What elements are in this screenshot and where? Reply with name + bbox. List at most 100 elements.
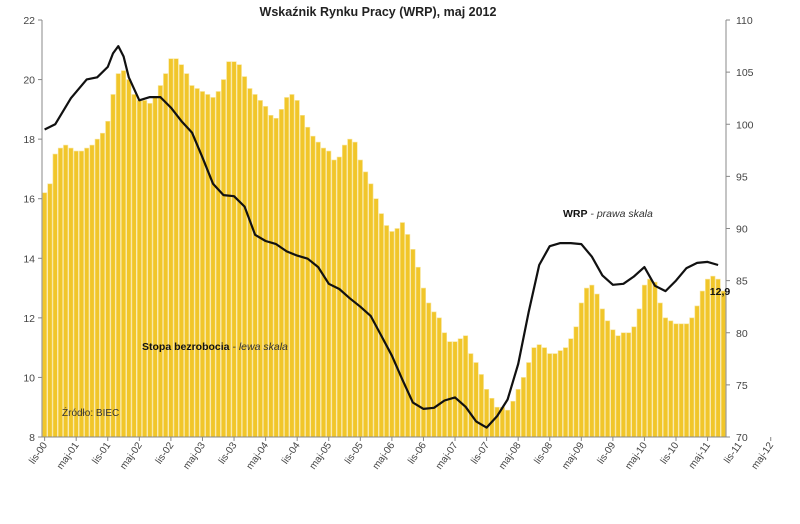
x-tick-label: lis-05: [343, 440, 366, 466]
right-tick-label: 95: [736, 171, 748, 183]
unemployment-bar: [242, 76, 248, 438]
left-tick-label: 14: [23, 253, 35, 265]
x-tick-label: maj-07: [434, 440, 461, 472]
x-tick-label: lis-06: [406, 440, 429, 466]
wrp-annotation-bold: WRP: [563, 208, 588, 220]
unemployment-bar: [673, 323, 679, 438]
unemployment-bar: [389, 231, 395, 438]
unemployment-bar: [126, 79, 132, 438]
unemployment-bar: [131, 94, 137, 438]
last-value-label: 12,9: [710, 286, 731, 298]
unemployment-bar: [520, 377, 526, 438]
unemployment-bar: [563, 347, 569, 438]
unemployment-bar: [110, 94, 116, 438]
unemployment-bar: [457, 338, 463, 438]
unemployment-bar: [263, 106, 269, 438]
wrp-line: [44, 45, 719, 429]
unemployment-bar: [557, 350, 563, 438]
unemployment-bar: [694, 305, 700, 438]
x-tick-label: lis-02: [154, 440, 177, 466]
unemployment-bar: [320, 147, 327, 438]
x-tick-label: maj-03: [181, 440, 208, 472]
x-tick-label: lis-07: [469, 440, 492, 466]
unemployment-bar: [636, 308, 642, 438]
right-tick-label: 85: [736, 276, 748, 288]
left-axis-ticks: 8 10 12 14 16 18 20 22: [23, 15, 42, 444]
unemployment-bar: [68, 147, 74, 438]
unemployment-bar: [163, 73, 169, 438]
unemployment-bar: [105, 120, 111, 438]
unemployment-bar: [515, 389, 521, 438]
unemployment-bar: [415, 266, 421, 438]
right-axis-ticks: 70 75 80 85 90 95 100 105 110: [726, 15, 754, 444]
unemployment-bar: [510, 400, 516, 438]
unemployment-bar: [157, 85, 163, 438]
unemployment-bar: [615, 335, 621, 438]
unemployment-bar: [584, 287, 590, 438]
x-tick-label: lis-10: [659, 440, 682, 466]
unemployment-bar: [63, 144, 69, 438]
unemployment-bar: [226, 61, 232, 438]
unemployment-bar: [631, 326, 637, 438]
left-tick-label: 12: [23, 313, 35, 325]
unemployment-bar: [121, 70, 127, 438]
x-tick-label: maj-09: [560, 440, 587, 472]
unemployment-bar: [326, 150, 332, 438]
unemployment-bar: [215, 91, 221, 438]
unemployment-bar: [689, 317, 695, 438]
x-tick-label: lis-04: [280, 440, 303, 466]
unemployment-bar: [662, 317, 669, 438]
unemployment-bar: [347, 138, 353, 438]
right-tick-label: 90: [736, 224, 748, 236]
unemployment-bar: [52, 153, 58, 438]
unemployment-bar: [678, 323, 684, 438]
unemployment-bar: [568, 338, 574, 438]
left-tick-label: 16: [23, 194, 35, 206]
left-tick-label: 10: [23, 372, 35, 384]
unemployment-bar: [247, 88, 253, 438]
unemployment-bar: [231, 61, 237, 438]
unemployment-bar: [363, 171, 369, 438]
unemployment-bar: [273, 117, 279, 438]
unemployment-bar: [410, 249, 416, 438]
unemployment-bar: [368, 183, 374, 438]
unemployment-bar: [236, 64, 242, 438]
unemployment-bar: [620, 332, 626, 438]
unemployment-bar: [78, 150, 84, 438]
unemployment-bar: [136, 100, 142, 438]
unemployment-bar: [268, 115, 274, 438]
chart-title: Wskaźnik Rynku Pracy (WRP), maj 2012: [260, 5, 497, 19]
right-tick-label: 70: [736, 432, 748, 444]
x-tick-label: maj-04: [245, 440, 272, 472]
unemployment-bar: [684, 323, 690, 438]
unemployment-bar: [221, 79, 227, 438]
unemployment-bar: [399, 222, 405, 438]
unemployment-bar: [57, 147, 63, 438]
unemployment-bar: [331, 159, 337, 438]
right-tick-label: 100: [736, 119, 754, 131]
unemployment-bar: [447, 341, 453, 438]
unemployment-bar: [73, 150, 79, 438]
unemployment-bar: [315, 141, 321, 438]
unemployment-bar: [541, 347, 547, 438]
wrp-annotation: WRP - prawa skala: [563, 208, 653, 220]
unemployment-bar: [84, 147, 90, 438]
bars-annotation: Stopa bezrobocia - lewa skala: [142, 341, 288, 353]
unemployment-bar: [473, 362, 479, 438]
x-tick-label: lis-08: [532, 440, 555, 466]
unemployment-bar: [284, 97, 290, 438]
unemployment-bar: [463, 335, 469, 438]
unemployment-bar: [210, 97, 216, 438]
right-tick-label: 75: [736, 380, 748, 392]
x-tick-label: maj-01: [55, 440, 82, 472]
unemployment-bar: [405, 234, 411, 438]
unemployment-bar: [531, 347, 537, 438]
unemployment-bars: [42, 58, 726, 438]
unemployment-bar: [257, 100, 263, 438]
unemployment-bar: [289, 94, 295, 438]
x-tick-label: maj-12: [750, 440, 777, 472]
unemployment-bar: [436, 317, 442, 438]
unemployment-bar: [468, 353, 474, 438]
unemployment-bar: [478, 374, 484, 438]
